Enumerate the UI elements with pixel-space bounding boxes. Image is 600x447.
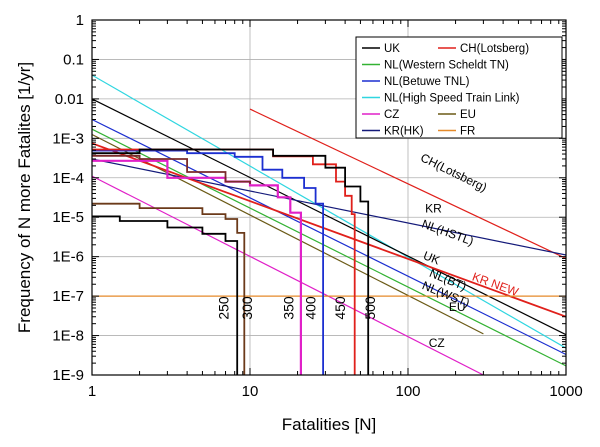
- y-tick-label: 0.1: [63, 51, 84, 68]
- legend-label-ch-lotsberg: CH(Lotsberg): [460, 43, 529, 55]
- y-tick-label: 1: [76, 12, 84, 29]
- y-tick-label: 1E-9: [52, 367, 84, 384]
- series-cz: [92, 175, 484, 375]
- annotation-ch-lotsberg: CH(Lotsberg): [418, 150, 489, 194]
- series-uk: [92, 98, 566, 336]
- series-kr-hk: [92, 158, 566, 256]
- annotation-nl-hstl: NL(HSTL): [420, 217, 476, 249]
- series-ch-lotsberg: [249, 108, 566, 260]
- series-step-450: [92, 148, 356, 375]
- y-tick-label: 1E-4: [52, 170, 84, 187]
- legend-label-kr-hk: KR(HK): [384, 126, 424, 138]
- threshold-label-300: 300: [239, 296, 255, 320]
- threshold-label-500: 500: [362, 296, 378, 320]
- legend-label-nl-high-speed-train-link: NL(High Speed Train Link): [384, 93, 520, 105]
- legend-label-nl-betuwe-tnl: NL(Betuwe TNL): [384, 76, 470, 88]
- series-nl-betuwe-tnl: [92, 118, 566, 356]
- legend-label-nl-western-scheldt-tn: NL(Western Scheldt TN): [384, 60, 509, 72]
- y-axis-ticks: 1 0.1 0.01 1E-3 1E-4 1E-5 1E-6 1E-7 1E-8 1E-9: [52, 12, 566, 384]
- x-tick-label: 100: [395, 383, 420, 400]
- legend-label-eu: EU: [460, 109, 476, 121]
- series-nl-western-scheldt-tn: [92, 128, 566, 367]
- threshold-labels: 250 300 350 400 450 500: [215, 296, 378, 320]
- series-kr-new: [92, 142, 566, 318]
- series-step-500: [92, 148, 370, 375]
- annotation-kr-new: KR NEW: [470, 270, 521, 300]
- y-tick-label: 0.01: [55, 91, 84, 108]
- series-step-400: [92, 149, 325, 375]
- x-axis-label: Fatalities [N]: [282, 415, 376, 434]
- y-tick-label: 1E-5: [52, 209, 84, 226]
- series-nl-high-speed-train-link: [92, 74, 566, 349]
- annotation-cz: CZ: [429, 336, 445, 350]
- legend-label-uk: UK: [384, 43, 400, 55]
- x-axis-ticks: 1 10 100 1000: [88, 20, 583, 400]
- x-tick-label: 10: [242, 383, 259, 400]
- threshold-label-250: 250: [215, 296, 231, 320]
- legend-box: [355, 36, 563, 139]
- series-step-250: [92, 215, 239, 375]
- threshold-label-400: 400: [303, 296, 319, 320]
- y-axis-label: Frequency of N more Fatalites [1/yr]: [15, 62, 34, 333]
- x-tick-label: 1000: [549, 383, 582, 400]
- series-step-300: [92, 202, 246, 375]
- annotation-eu: EU: [449, 300, 466, 314]
- annotation-uk: UK: [421, 248, 442, 267]
- y-tick-label: 1E-6: [52, 249, 84, 266]
- y-tick-label: 1E-8: [52, 328, 84, 345]
- y-tick-label: 1E-3: [52, 130, 84, 147]
- legend-label-fr: FR: [460, 126, 475, 138]
- series-step-extra: [92, 154, 251, 184]
- legend-label-cz: CZ: [384, 109, 399, 121]
- x-tick-label: 1: [88, 383, 96, 400]
- y-tick-label: 1E-7: [52, 288, 84, 305]
- legend: UK CH(Lotsberg) NL(Western Scheldt TN) NL(B…: [355, 36, 563, 139]
- threshold-label-450: 450: [332, 296, 348, 320]
- annotation-kr: KR: [425, 202, 442, 216]
- plot-frame: [91, 19, 567, 376]
- series-step-350: [92, 159, 302, 375]
- threshold-label-350: 350: [280, 296, 296, 320]
- series-lines: [92, 74, 566, 375]
